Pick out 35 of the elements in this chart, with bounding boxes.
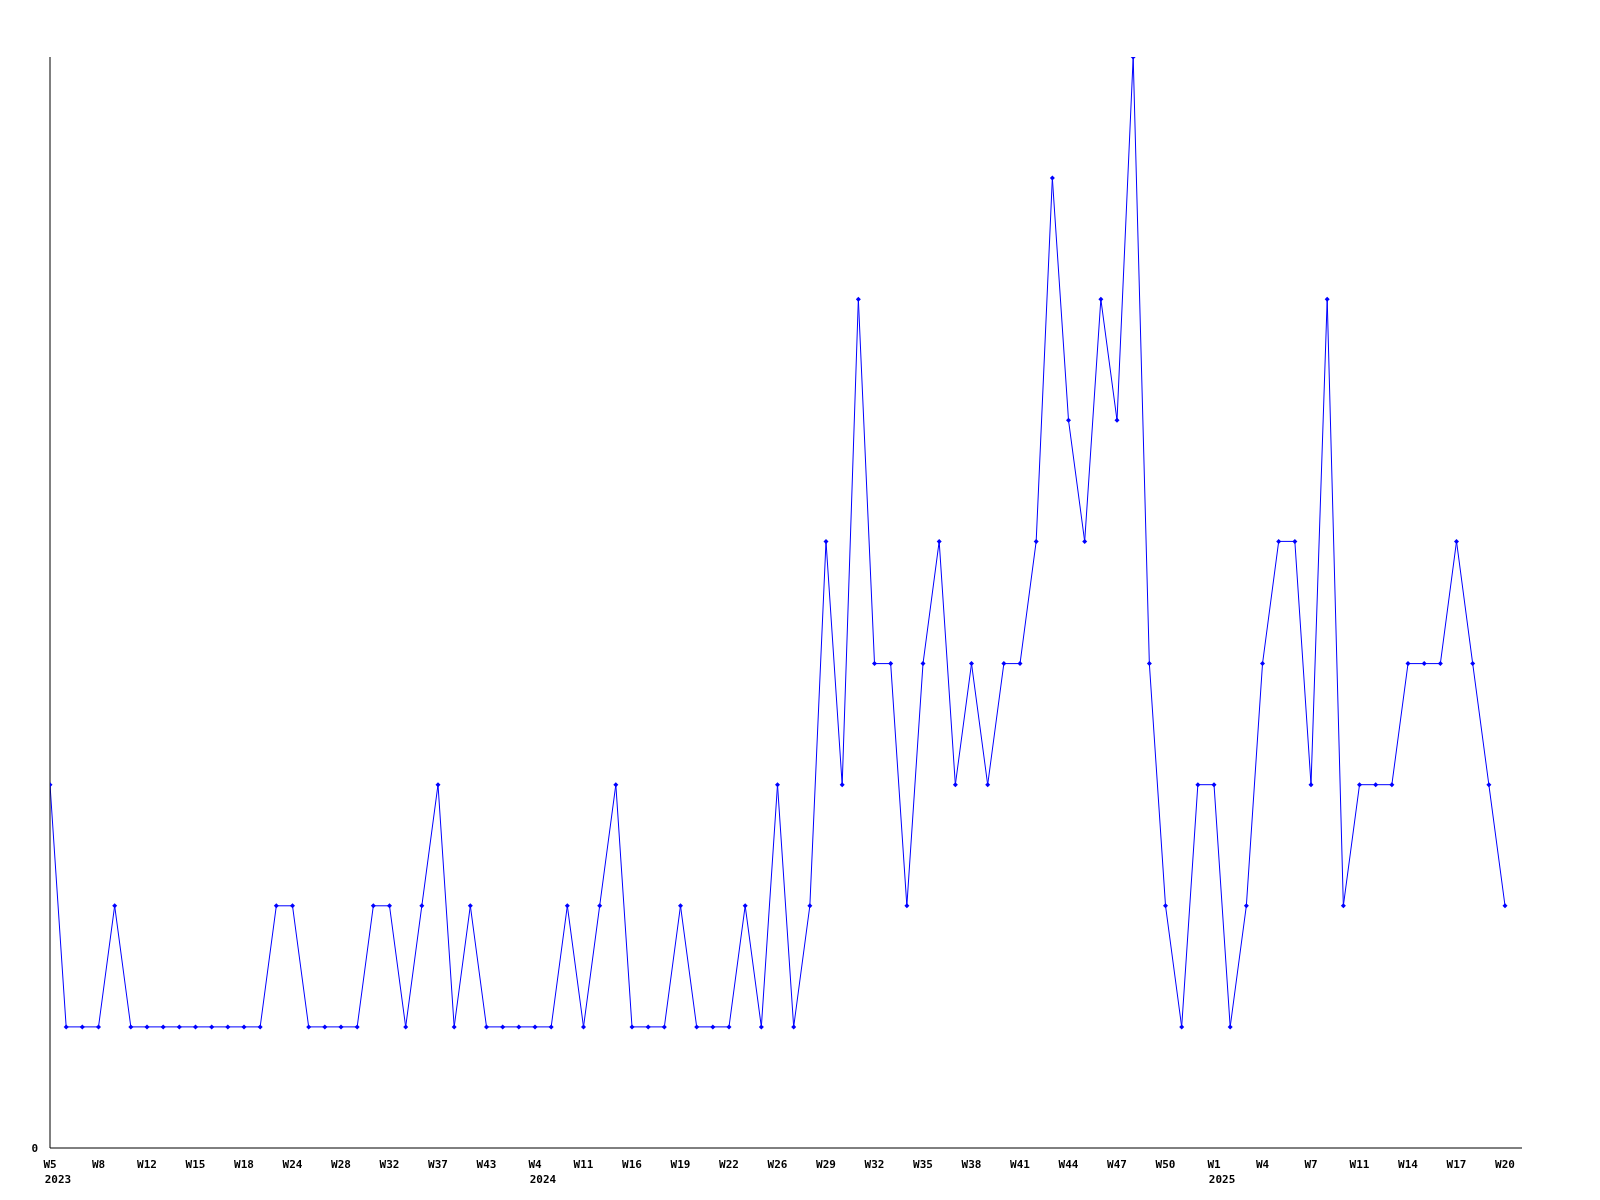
text: 2023 xyxy=(44,1173,72,1186)
x-tick-label: W11 xyxy=(573,1158,594,1171)
x-tick-label: W7 xyxy=(1304,1158,1318,1171)
x-tick-label: W44 xyxy=(1058,1158,1079,1171)
x-tick-label: W32 xyxy=(864,1158,885,1171)
x-tick-label: W1 xyxy=(1207,1158,1222,1171)
x-tick-label: W32 xyxy=(379,1158,400,1171)
x-tick-label: W4 xyxy=(528,1158,543,1171)
x-tick-label: W8 xyxy=(91,1158,106,1171)
x-tick-label: W4 xyxy=(1255,1158,1270,1171)
text: 0 xyxy=(31,1142,38,1155)
text: 2024 xyxy=(529,1173,557,1186)
x-tick-label: W16 xyxy=(622,1158,643,1171)
x-tick-label: W11 xyxy=(1349,1158,1370,1171)
x-tick-label: W12 xyxy=(137,1158,157,1171)
x-tick-label: W5 xyxy=(43,1158,57,1171)
x-tick-label: W22 xyxy=(719,1158,739,1171)
x-tick-label: W35 xyxy=(913,1158,933,1171)
x-tick-label: W41 xyxy=(1010,1158,1031,1171)
x-tick-label: W17 xyxy=(1446,1158,1467,1171)
x-tick-label: W50 xyxy=(1155,1158,1176,1171)
x-tick-label: W15 xyxy=(185,1158,206,1171)
x-tick-label: W37 xyxy=(428,1158,448,1171)
x-tick-label: W26 xyxy=(767,1158,788,1171)
x-tick-label: W19 xyxy=(670,1158,691,1171)
x-tick-label: W38 xyxy=(961,1158,982,1171)
text: 2025 xyxy=(1208,1173,1236,1186)
x-tick-label: W14 xyxy=(1398,1158,1419,1171)
x-tick-label: W47 xyxy=(1107,1158,1127,1171)
x-tick-label: W43 xyxy=(476,1158,497,1171)
x-tick-label: W24 xyxy=(282,1158,303,1171)
x-tick-label: W28 xyxy=(331,1158,351,1171)
x-tick-label: W20 xyxy=(1495,1158,1515,1171)
x-tick-label: W18 xyxy=(234,1158,254,1171)
x-tick-label: W29 xyxy=(816,1158,836,1171)
